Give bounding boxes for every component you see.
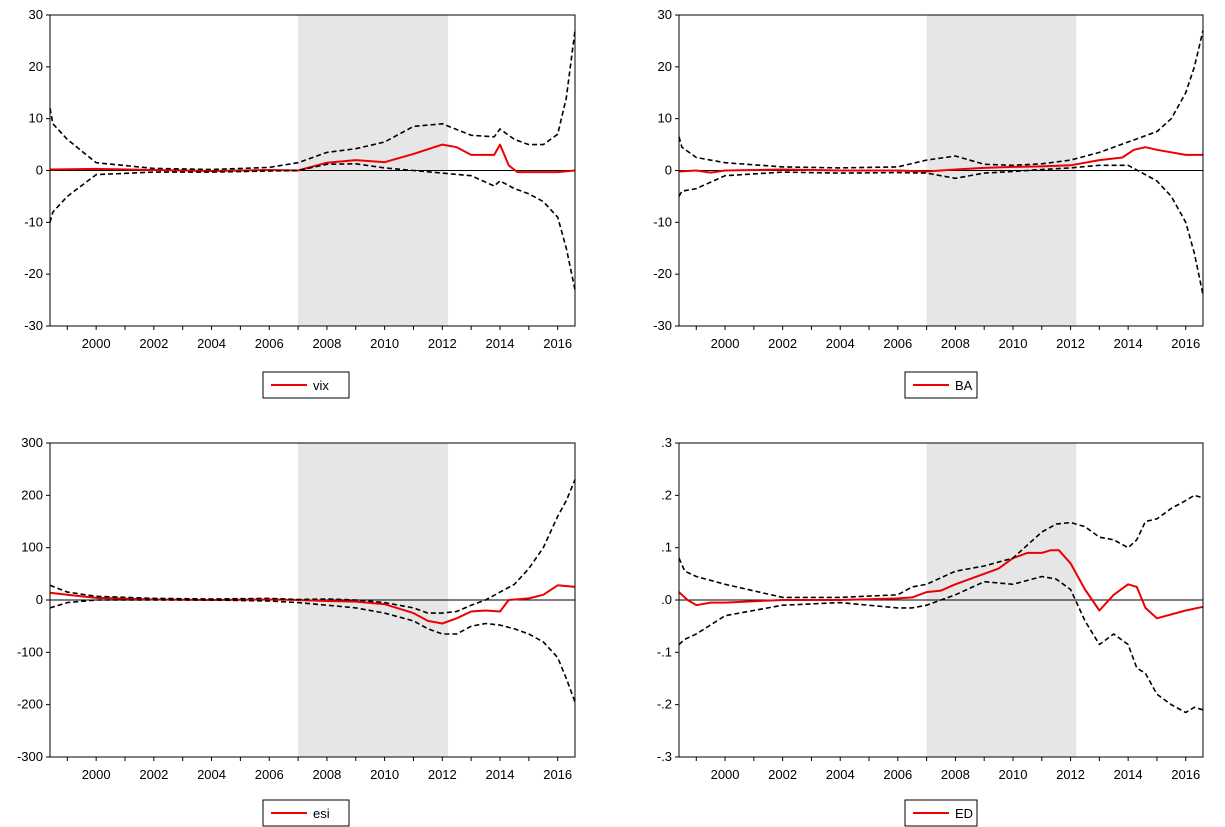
confidence-band-2 — [678, 575, 1204, 714]
x-tick-label: 2014 — [1114, 336, 1143, 351]
legend: ED — [904, 799, 978, 827]
x-tick-label: 2006 — [883, 767, 912, 782]
y-tick-label: -200 — [17, 697, 43, 712]
x-tick-label: 2012 — [1056, 336, 1085, 351]
x-tick-label: 2008 — [312, 336, 341, 351]
x-tick-label: 2010 — [999, 336, 1028, 351]
y-tick-label: -10 — [24, 214, 43, 229]
y-tick-label: .2 — [661, 487, 672, 502]
legend: esi — [262, 799, 350, 827]
series-line-esi — [49, 584, 576, 625]
y-tick-label: 200 — [21, 487, 43, 502]
x-tick-label: 2016 — [1171, 767, 1200, 782]
x-tick-label: 2000 — [82, 767, 111, 782]
x-tick-label: 2004 — [826, 767, 855, 782]
x-tick-label: 2004 — [197, 336, 226, 351]
y-tick-label: -300 — [17, 749, 43, 764]
y-tick-label: -20 — [653, 266, 672, 281]
x-tick-label: 2006 — [255, 336, 284, 351]
series-line-vix — [49, 143, 576, 174]
chart-panel-2: 300 200 100 0 -100 -200 -300 2000 2002 2004 2006 20… — [17, 435, 576, 827]
x-tick-label: 2000 — [711, 336, 740, 351]
x-tick-label: 2004 — [826, 336, 855, 351]
x-tick-label: 2000 — [82, 336, 111, 351]
y-tick-label: 10 — [658, 111, 672, 126]
y-tick-label: .3 — [661, 435, 672, 450]
x-tick-label: 2012 — [428, 336, 457, 351]
x-tick-label: 2014 — [1114, 767, 1143, 782]
x-tick-label: 2014 — [486, 767, 515, 782]
x-tick-label: 2002 — [768, 336, 797, 351]
y-tick-label: 300 — [21, 435, 43, 450]
legend-label: ED — [955, 806, 973, 821]
y-tick-label: 30 — [29, 7, 43, 22]
x-tick-label: 2012 — [428, 767, 457, 782]
legend-label: BA — [955, 378, 973, 393]
confidence-band-2 — [49, 163, 576, 290]
legend: vix — [262, 371, 350, 399]
y-tick-label: 0 — [36, 163, 43, 178]
x-tick-label: 2016 — [1171, 336, 1200, 351]
confidence-band-2 — [678, 164, 1204, 296]
y-tick-label: 30 — [658, 7, 672, 22]
legend: BA — [904, 371, 978, 399]
x-tick-label: 2008 — [312, 767, 341, 782]
x-tick-label: 2010 — [370, 767, 399, 782]
y-tick-label: -100 — [17, 644, 43, 659]
y-tick-label: -.1 — [657, 644, 672, 659]
series-line-BA — [678, 146, 1203, 174]
x-tick-label: 2000 — [711, 767, 740, 782]
x-tick-label: 2012 — [1056, 767, 1085, 782]
y-tick-label: 0 — [665, 163, 672, 178]
y-tick-label: .1 — [661, 540, 672, 555]
y-tick-label: -.2 — [657, 697, 672, 712]
x-tick-label: 2014 — [486, 336, 515, 351]
y-tick-label: 10 — [29, 111, 43, 126]
legend-label: esi — [313, 806, 330, 821]
y-tick-label: -30 — [24, 318, 43, 333]
confidence-band-1 — [678, 494, 1204, 599]
x-tick-label: 2008 — [941, 767, 970, 782]
x-tick-label: 2016 — [543, 336, 572, 351]
confidence-band-1 — [678, 30, 1204, 169]
y-tick-label: 20 — [29, 59, 43, 74]
y-tick-label: 20 — [658, 59, 672, 74]
x-tick-label: 2002 — [139, 767, 168, 782]
x-tick-label: 2010 — [370, 336, 399, 351]
y-tick-label: -10 — [653, 214, 672, 229]
x-tick-label: 2016 — [543, 767, 572, 782]
x-tick-label: 2002 — [768, 767, 797, 782]
x-tick-label: 2004 — [197, 767, 226, 782]
x-tick-label: 2006 — [255, 767, 284, 782]
y-tick-label: 100 — [21, 540, 43, 555]
x-tick-label: 2002 — [139, 336, 168, 351]
y-tick-label: -20 — [24, 266, 43, 281]
confidence-band-1 — [49, 30, 576, 171]
x-tick-label: 2008 — [941, 336, 970, 351]
x-tick-label: 2006 — [883, 336, 912, 351]
y-tick-label: -30 — [653, 318, 672, 333]
y-tick-label: .0 — [661, 592, 672, 607]
legend-label: vix — [313, 378, 329, 393]
y-tick-label: 0 — [36, 592, 43, 607]
chart-panel-3: .3 .2 .1 .0 -.1 -.2 -.3 2000 2002 2004 2006 2008 201… — [657, 435, 1204, 827]
x-tick-label: 2010 — [999, 767, 1028, 782]
y-tick-label: -.3 — [657, 749, 672, 764]
